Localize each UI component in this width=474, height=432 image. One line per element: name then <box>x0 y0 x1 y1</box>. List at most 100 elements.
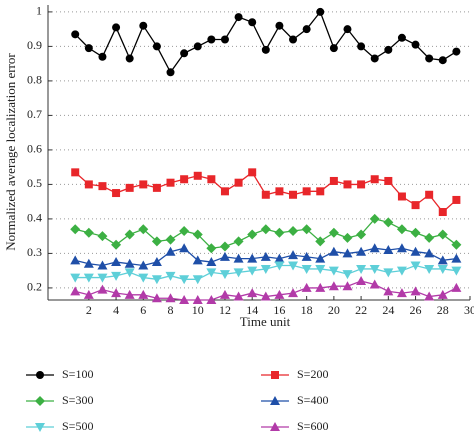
y-tick-label: 0.7 <box>27 107 42 121</box>
point <box>451 282 462 292</box>
point <box>83 227 94 238</box>
point <box>139 21 148 30</box>
point <box>111 271 122 281</box>
point <box>425 54 434 63</box>
point <box>234 13 243 22</box>
point <box>274 261 285 271</box>
x-tick-label: 2 <box>86 303 92 317</box>
point <box>166 178 175 187</box>
point <box>220 187 229 196</box>
x-tick-label: 20 <box>328 303 340 317</box>
point <box>180 49 189 58</box>
point <box>288 250 299 260</box>
point <box>451 253 462 263</box>
point <box>370 175 379 184</box>
x-tick-label: 8 <box>168 303 174 317</box>
y-tick-label: 0.2 <box>27 280 42 294</box>
y-axis-label: Normalized average localization error <box>3 53 18 251</box>
point <box>71 30 80 39</box>
x-tick-label: 22 <box>355 303 367 317</box>
point <box>452 47 461 56</box>
point <box>179 275 190 285</box>
point <box>410 227 421 238</box>
point <box>275 21 284 30</box>
point <box>124 258 135 268</box>
point <box>220 35 229 44</box>
y-tick-label: 0.3 <box>27 245 42 259</box>
point <box>383 286 394 296</box>
point <box>179 225 190 236</box>
point <box>138 273 149 283</box>
point <box>301 282 312 292</box>
point <box>151 275 162 285</box>
point <box>112 23 121 32</box>
point <box>289 35 298 44</box>
point <box>234 178 243 187</box>
point <box>83 289 94 299</box>
point <box>397 192 406 201</box>
point <box>260 264 271 274</box>
point <box>151 236 162 247</box>
point <box>425 190 434 199</box>
point <box>219 241 230 252</box>
x-tick-label: 28 <box>437 303 449 317</box>
point <box>111 239 122 250</box>
legend-label: S=100 <box>62 367 93 381</box>
point <box>274 227 285 238</box>
y-tick-label: 0.5 <box>27 176 42 190</box>
point <box>316 187 325 196</box>
point <box>342 281 353 291</box>
point <box>207 175 216 184</box>
point <box>192 255 203 265</box>
point <box>356 246 367 256</box>
point <box>357 42 366 51</box>
point <box>219 251 230 261</box>
point <box>424 232 435 243</box>
point <box>357 180 366 189</box>
point <box>384 45 393 54</box>
point <box>370 54 379 63</box>
legend-label: S=500 <box>62 419 93 432</box>
legend-marker <box>35 423 45 432</box>
point <box>125 54 134 63</box>
x-tick-label: 4 <box>113 303 119 317</box>
point <box>70 273 81 283</box>
legend-label: S=300 <box>62 393 93 407</box>
point <box>97 260 108 270</box>
y-tick-label: 0.4 <box>27 211 42 225</box>
point <box>165 293 176 303</box>
x-tick-label: 6 <box>140 303 146 317</box>
point <box>410 246 421 256</box>
point <box>138 289 149 299</box>
point <box>437 255 448 265</box>
point <box>151 293 162 303</box>
point <box>233 291 244 301</box>
x-tick-label: 30 <box>464 303 474 317</box>
x-tick-label: 16 <box>273 303 285 317</box>
point <box>138 260 149 270</box>
point <box>97 273 108 283</box>
point <box>192 295 203 304</box>
x-tick-label: 10 <box>192 303 204 317</box>
point <box>112 189 121 198</box>
point <box>261 190 270 199</box>
point <box>384 176 393 185</box>
y-tick-label: 0.6 <box>27 142 42 156</box>
point <box>206 268 217 278</box>
point <box>437 229 448 240</box>
point <box>342 232 353 243</box>
point <box>275 187 284 196</box>
point <box>152 42 161 51</box>
point <box>207 35 216 44</box>
point <box>261 45 270 54</box>
x-tick-label: 18 <box>301 303 313 317</box>
point <box>451 239 462 250</box>
point <box>139 180 148 189</box>
point <box>342 270 353 280</box>
point <box>71 168 80 177</box>
point <box>396 266 407 276</box>
point <box>328 227 339 238</box>
point <box>396 243 407 253</box>
point <box>452 195 461 204</box>
point <box>179 295 190 304</box>
